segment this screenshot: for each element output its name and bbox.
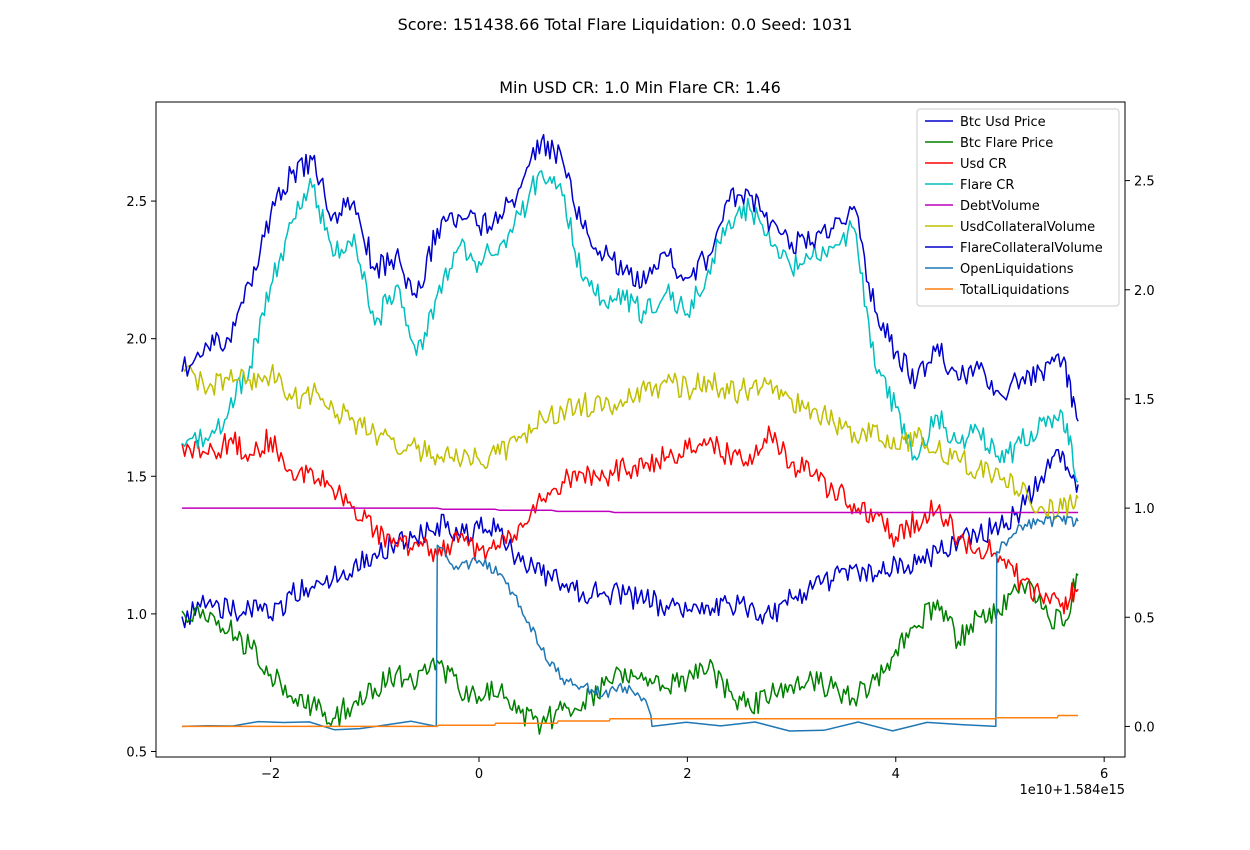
series-line-totalliquidations (182, 714, 1079, 728)
x-tick-label: −2 (261, 767, 280, 782)
series-line-debtvolume (182, 507, 1079, 514)
series-line-usd-cr (181, 425, 1079, 615)
legend-label: Btc Flare Price (960, 136, 1053, 151)
series-line-btc-usd-price (181, 449, 1079, 629)
y-left-tick-label: 1.5 (126, 470, 147, 485)
series-line-flare-cr (181, 170, 1079, 483)
legend-label: UsdCollateralVolume (960, 220, 1095, 235)
y-right-tick-label: 0.5 (1134, 611, 1155, 626)
y-right-tick-label: 1.0 (1134, 502, 1155, 517)
legend-label: FlareCollateralVolume (960, 241, 1103, 256)
legend-label: TotalLiquidations (959, 283, 1069, 298)
legend-box (916, 108, 1120, 307)
legend-label: Usd CR (960, 157, 1007, 172)
legend: Btc Usd Price Btc Flare Price Usd CR Flare … (916, 108, 1120, 307)
y-left-tick-label: 1.0 (126, 608, 147, 623)
y-right-tick-label: 0.0 (1134, 720, 1155, 735)
plot-frame (155, 101, 1126, 758)
series-line-btc-flare-price (181, 573, 1079, 735)
y-left-tick-label: 2.0 (126, 333, 147, 348)
y-right-tick-label: 2.5 (1134, 175, 1155, 190)
y-left-tick-label: 0.5 (126, 745, 147, 760)
series-line-openliquidations (181, 515, 1079, 732)
chart-title: Min USD CR: 1.0 Min Flare CR: 1.46 (499, 78, 781, 97)
series-line-usdcollateralvolume (181, 363, 1079, 520)
x-tick-label: 4 (892, 767, 900, 782)
series-line-flarecollateralvolume (181, 133, 1079, 422)
legend-label: Btc Usd Price (960, 115, 1046, 130)
axes: −2 0 2 4 6 0.5 1.0 1.5 2.0 2.5 0.0 0.5 1.0 1.5 2.0 2.5 (126, 175, 1154, 782)
x-tick-label: 0 (475, 767, 483, 782)
legend-label: DebtVolume (960, 199, 1040, 214)
x-tick-label: 2 (683, 767, 691, 782)
y-right-tick-label: 1.5 (1134, 393, 1155, 408)
suptitle: Score: 151438.66 Total Flare Liquidation… (398, 15, 853, 34)
legend-label: Flare CR (960, 178, 1014, 193)
x-offset-label: 1e10+1.584e15 (1020, 783, 1125, 798)
y-right-tick-label: 2.0 (1134, 284, 1155, 299)
plot-lines (181, 133, 1079, 735)
x-tick-label: 6 (1100, 767, 1108, 782)
legend-label: OpenLiquidations (960, 262, 1074, 277)
y-left-tick-label: 2.5 (126, 195, 147, 210)
